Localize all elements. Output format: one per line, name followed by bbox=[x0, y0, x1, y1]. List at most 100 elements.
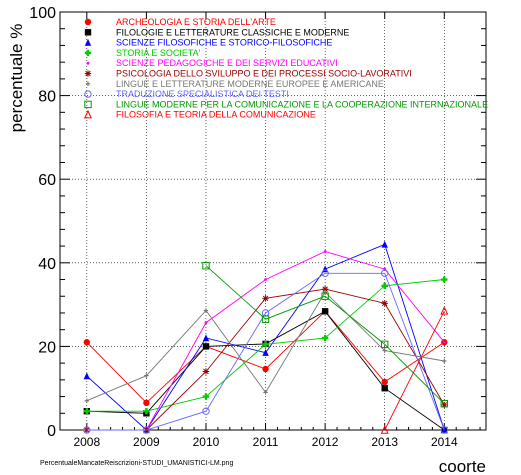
legend-item: PSICOLOGIA DELLO SVILUPPO E DEI PROCESSI… bbox=[84, 69, 412, 79]
legend-label: ARCHEOLOGIA E STORIA DELL'ARTE bbox=[116, 17, 276, 27]
legend-item: ARCHEOLOGIA E STORIA DELL'ARTE bbox=[84, 17, 276, 27]
legend-item: FILOLOGIE E LETTERATURE CLASSICHE E MODE… bbox=[84, 27, 349, 37]
data-point bbox=[203, 308, 209, 313]
data-point bbox=[264, 278, 267, 281]
data-point bbox=[202, 368, 210, 375]
legend-marker bbox=[86, 61, 90, 65]
legend-item: LINGUE MODERNE PER LA COMUNICAZIONE E LA… bbox=[84, 99, 488, 109]
data-point bbox=[202, 407, 210, 415]
data-point bbox=[321, 308, 329, 315]
y-axis-label: percentuale % bbox=[7, 24, 26, 133]
data-point bbox=[202, 262, 210, 270]
data-point bbox=[84, 398, 90, 403]
y-tick-label: 100 bbox=[29, 5, 56, 22]
legend-label: PSICOLOGIA DELLO SVILUPPO E DEI PROCESSI… bbox=[116, 69, 412, 79]
legend-marker bbox=[85, 81, 91, 87]
x-tick-label: 2011 bbox=[253, 435, 279, 449]
legend-label: SCIENZE PEDAGOGICHE E DEI SERVIZI EDUCAT… bbox=[116, 58, 338, 68]
x-tick-label: 2012 bbox=[312, 435, 339, 449]
data-point bbox=[323, 250, 327, 253]
legend-item: FILOSOFIA E TEORIA DELLA COMUNICAZIONE bbox=[84, 109, 316, 120]
legend-marker bbox=[84, 18, 92, 26]
data-point bbox=[440, 426, 448, 434]
data-point bbox=[83, 426, 91, 434]
legend-item: LINGUE E LETTERATURE MODERNE EUROPEE E A… bbox=[85, 79, 384, 89]
legend-label: LINGUE MODERNE PER LA COMUNICAZIONE E LA… bbox=[116, 99, 488, 109]
data-point bbox=[381, 300, 388, 307]
x-tick-label: 2013 bbox=[371, 435, 398, 449]
series-8 bbox=[83, 269, 448, 434]
legend-item: STORIA E SOCIETA' bbox=[84, 48, 201, 58]
series-line bbox=[205, 265, 445, 405]
series-line bbox=[384, 310, 445, 431]
data-point bbox=[83, 407, 91, 415]
legend-label: SCIENZE FILOSOFICHE E STORICO-FILOSOFICH… bbox=[116, 38, 332, 48]
data-point bbox=[441, 276, 448, 283]
data-point bbox=[83, 372, 91, 380]
x-tick-label: 2008 bbox=[73, 435, 100, 449]
data-point bbox=[262, 348, 269, 356]
x-axis-label: coorte bbox=[439, 457, 486, 475]
axis-ticks: 2008 2009 2010 2011 2012 2013 2014 0 20 40 60 80 100 bbox=[29, 5, 486, 449]
legend-marker bbox=[84, 90, 92, 98]
legend-marker bbox=[84, 49, 92, 57]
legend-marker bbox=[84, 38, 92, 46]
x-tick-label: 2014 bbox=[431, 435, 458, 449]
y-tick-label: 20 bbox=[38, 339, 56, 356]
data-point bbox=[381, 340, 389, 349]
data-point bbox=[202, 334, 210, 342]
data-point bbox=[262, 295, 269, 302]
data-point bbox=[143, 407, 150, 415]
data-point bbox=[382, 348, 387, 353]
data-point bbox=[381, 385, 388, 392]
data-point bbox=[321, 269, 329, 277]
data-point bbox=[144, 373, 149, 378]
x-tick-label: 2010 bbox=[193, 435, 220, 449]
legend-item: SCIENZE PEDAGOGICHE E DEI SERVIZI EDUCAT… bbox=[86, 58, 338, 68]
series-7 bbox=[84, 289, 447, 403]
data-point bbox=[381, 282, 388, 289]
legend: ARCHEOLOGIA E STORIA DELL'ARTEFILOLOGIE … bbox=[84, 17, 488, 120]
data-point bbox=[262, 341, 269, 348]
data-point bbox=[442, 358, 447, 364]
series-9 bbox=[202, 262, 448, 408]
data-point bbox=[142, 426, 151, 434]
y-tick-label: 80 bbox=[38, 89, 56, 106]
data-point bbox=[442, 340, 446, 344]
y-tick-label: 60 bbox=[38, 172, 56, 189]
footer-filename: PercentualeMancateReiscrizioni-STUDI_UMA… bbox=[40, 460, 234, 467]
legend-label: TRADUZIONE SPECIALISTICA DEI TESTI bbox=[116, 89, 289, 99]
data-point bbox=[322, 289, 328, 295]
legend-marker bbox=[84, 100, 92, 109]
data-point bbox=[202, 343, 210, 350]
plot-frame bbox=[59, 11, 487, 431]
legend-marker bbox=[84, 70, 92, 77]
legend-label: FILOSOFIA E TEORIA DELLA COMUNICAZIONE bbox=[116, 110, 316, 120]
data-point bbox=[261, 315, 270, 323]
series-group bbox=[83, 240, 449, 434]
data-point bbox=[83, 339, 91, 346]
data-point bbox=[440, 305, 449, 315]
data-point bbox=[441, 401, 448, 409]
series-line bbox=[86, 272, 445, 431]
data-point bbox=[262, 365, 269, 373]
series-10 bbox=[380, 305, 449, 434]
data-point bbox=[440, 399, 448, 408]
data-point bbox=[381, 269, 389, 277]
data-point bbox=[143, 399, 150, 407]
data-point bbox=[321, 285, 329, 293]
legend-marker bbox=[84, 109, 92, 119]
data-point bbox=[202, 393, 210, 400]
legend-label: LINGUE E LETTERATURE MODERNE EUROPEE E A… bbox=[116, 79, 384, 89]
x-tick-label: 2009 bbox=[133, 435, 160, 449]
series-4 bbox=[83, 276, 448, 415]
data-point bbox=[204, 321, 208, 324]
legend-item: TRADUZIONE SPECIALISTICA DEI TESTI bbox=[84, 89, 289, 99]
y-tick-label: 40 bbox=[38, 256, 56, 273]
data-point bbox=[321, 334, 329, 342]
legend-item: SCIENZE FILOSOFICHE E STORICO-FILOSOFICH… bbox=[84, 38, 332, 48]
data-point bbox=[380, 425, 389, 434]
legend-marker bbox=[84, 29, 92, 36]
legend-label: STORIA E SOCIETA' bbox=[116, 48, 201, 58]
